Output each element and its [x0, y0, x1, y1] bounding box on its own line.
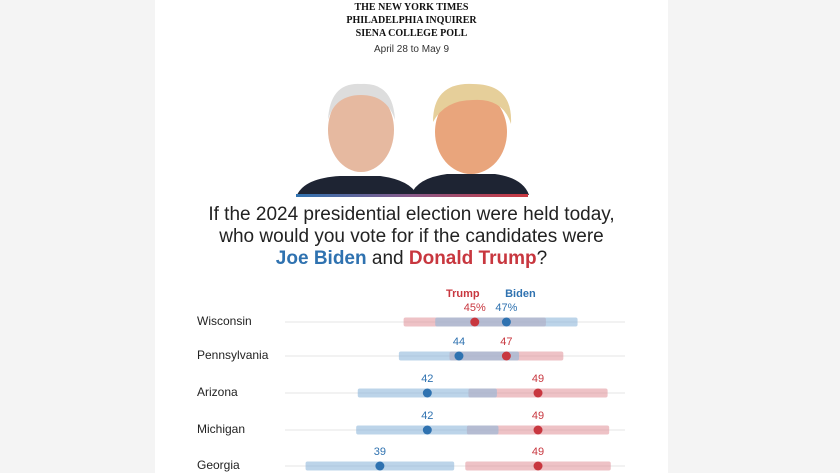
header-line: SIENA COLLEGE POLL — [355, 28, 468, 39]
candidate-biden: Joe Biden — [275, 248, 367, 269]
state-label: Pennsylvania — [197, 348, 269, 362]
value-label: 39 — [374, 446, 386, 458]
value-label: 42 — [421, 410, 433, 422]
question: If the 2024 presidential election were h… — [195, 204, 628, 270]
value-label: 42 — [421, 373, 433, 385]
value-label: 47 — [500, 336, 512, 348]
trump-hair — [433, 83, 512, 124]
biden-suit — [297, 176, 417, 195]
value-label: 49 — [532, 410, 544, 422]
trump-face — [435, 90, 507, 174]
state-label: Wisconsin — [197, 314, 252, 328]
dot — [533, 425, 543, 435]
question-text: If the 2024 presidential election were h… — [208, 204, 615, 247]
dot — [501, 317, 511, 327]
trump-suit — [411, 174, 529, 195]
dot — [422, 425, 432, 435]
value-label: 49 — [532, 373, 544, 385]
question-joiner: and — [371, 248, 404, 269]
value-label: 47% — [495, 302, 517, 314]
state-label: Michigan — [197, 422, 245, 436]
legend-label: Biden — [505, 288, 536, 300]
dot — [454, 351, 464, 361]
value-label: 44 — [453, 336, 465, 348]
value-label: 49 — [532, 446, 544, 458]
candidate-trump: Donald Trump — [408, 248, 537, 269]
dot — [375, 461, 385, 471]
legend-label: Trump — [446, 288, 480, 300]
header-line: PHILADELPHIA INQUIRER — [346, 15, 477, 26]
dot — [533, 461, 543, 471]
dot — [533, 388, 543, 398]
value-label: 45% — [464, 302, 486, 314]
dot — [470, 317, 480, 327]
dot — [422, 388, 432, 398]
dot — [501, 351, 511, 361]
portrait-underline — [296, 194, 528, 197]
biden-face — [328, 88, 394, 172]
dates: April 28 to May 9 — [373, 44, 450, 55]
state-label: Georgia — [197, 458, 240, 472]
header-line: THE NEW YORK TIMES — [354, 2, 469, 13]
portraits — [296, 83, 529, 197]
question-end: ? — [536, 248, 548, 269]
state-label: Arizona — [197, 385, 238, 399]
biden-hair — [328, 83, 395, 120]
